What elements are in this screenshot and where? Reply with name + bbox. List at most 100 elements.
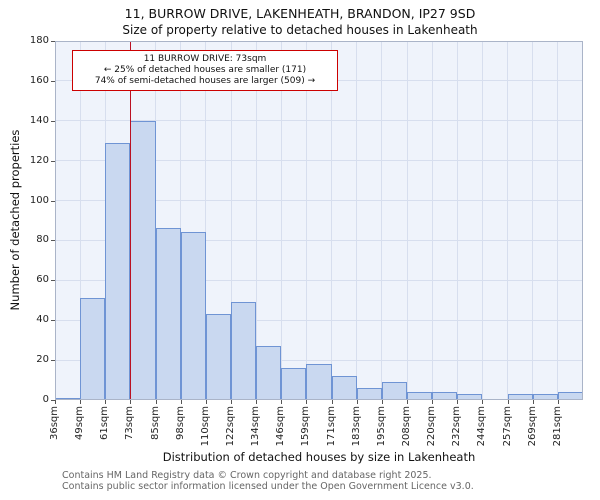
histogram-bar bbox=[180, 232, 206, 400]
histogram-bar bbox=[205, 314, 231, 400]
x-tick-label: 159sqm bbox=[300, 406, 312, 447]
histogram-bar bbox=[507, 394, 533, 400]
x-tick-mark bbox=[80, 400, 82, 404]
histogram-bar bbox=[306, 364, 332, 400]
x-tick-mark bbox=[381, 400, 383, 404]
x-tick-mark bbox=[130, 400, 132, 404]
x-tick-label: 85sqm bbox=[149, 406, 161, 441]
x-tick-label: 232sqm bbox=[451, 406, 463, 447]
x-tick-label: 73sqm bbox=[124, 406, 136, 441]
x-tick-mark bbox=[532, 400, 534, 404]
v-gridline bbox=[507, 41, 509, 400]
y-tick-mark bbox=[51, 320, 55, 322]
v-gridline bbox=[356, 41, 358, 400]
y-tick-mark bbox=[51, 400, 55, 401]
y-tick-label: 20 bbox=[36, 354, 49, 366]
v-gridline bbox=[180, 41, 182, 400]
histogram-bar bbox=[105, 142, 131, 400]
y-tick-mark bbox=[51, 240, 55, 242]
histogram-bar bbox=[432, 392, 458, 400]
histogram-bar bbox=[256, 346, 282, 400]
histogram-bar bbox=[331, 376, 357, 400]
x-tick-label: 183sqm bbox=[350, 406, 362, 447]
v-gridline bbox=[557, 41, 559, 400]
v-gridline bbox=[255, 41, 257, 400]
v-gridline bbox=[481, 41, 483, 400]
histogram-bar bbox=[457, 394, 483, 400]
x-tick-label: 195sqm bbox=[375, 406, 387, 447]
histogram-bar bbox=[407, 392, 433, 400]
y-tick-mark bbox=[51, 360, 55, 362]
annotation-line-3: 74% of semi-detached houses are larger (… bbox=[94, 76, 316, 86]
x-tick-label: 281sqm bbox=[551, 406, 563, 447]
x-tick-label: 36sqm bbox=[49, 406, 60, 441]
y-tick-label: 80 bbox=[36, 234, 49, 246]
y-tick-label: 120 bbox=[29, 154, 49, 166]
x-tick-mark bbox=[105, 400, 107, 404]
x-tick-mark bbox=[155, 400, 157, 404]
y-tick-label: 100 bbox=[29, 194, 49, 206]
x-tick-label: 110sqm bbox=[199, 406, 211, 447]
v-gridline bbox=[305, 41, 307, 400]
x-tick-mark bbox=[256, 400, 258, 404]
x-axis-title: Distribution of detached houses by size … bbox=[162, 450, 476, 464]
x-tick-label: 98sqm bbox=[174, 406, 186, 441]
histogram-bar bbox=[55, 398, 81, 400]
x-tick-label: 257sqm bbox=[501, 406, 513, 447]
x-tick-label: 134sqm bbox=[250, 406, 262, 447]
plot-area bbox=[55, 41, 583, 400]
v-gridline bbox=[456, 41, 458, 400]
v-gridline bbox=[79, 41, 81, 400]
chart-title: 11, BURROW DRIVE, LAKENHEATH, BRANDON, I… bbox=[124, 6, 476, 21]
h-gridline bbox=[55, 279, 583, 281]
y-axis-title: Number of detached properties bbox=[8, 129, 22, 311]
histogram-bar bbox=[155, 228, 181, 400]
y-tick-label: 160 bbox=[29, 74, 49, 86]
h-gridline bbox=[55, 359, 583, 361]
x-tick-label: 269sqm bbox=[526, 406, 538, 447]
attribution-line-2: Contains public sector information licen… bbox=[62, 481, 474, 492]
h-gridline bbox=[55, 160, 583, 162]
v-gridline bbox=[532, 41, 534, 400]
x-tick-label: 244sqm bbox=[476, 406, 488, 447]
histogram-bar bbox=[80, 298, 106, 400]
y-tick-mark bbox=[51, 200, 55, 202]
histogram-bar bbox=[381, 382, 407, 400]
property-size-marker-line bbox=[130, 41, 132, 400]
x-tick-mark bbox=[180, 400, 182, 404]
x-tick-mark bbox=[356, 400, 358, 404]
v-gridline bbox=[205, 41, 207, 400]
histogram-bar bbox=[532, 394, 558, 400]
histogram-bar bbox=[281, 368, 307, 400]
h-gridline bbox=[55, 200, 583, 202]
x-tick-mark bbox=[281, 400, 283, 404]
histogram-bar bbox=[356, 388, 382, 400]
v-gridline bbox=[155, 41, 157, 400]
histogram-bar bbox=[557, 392, 583, 400]
v-gridline bbox=[331, 41, 333, 400]
x-tick-mark bbox=[306, 400, 308, 404]
v-gridline bbox=[280, 41, 282, 400]
h-gridline bbox=[55, 239, 583, 241]
y-tick-label: 180 bbox=[29, 35, 49, 46]
y-tick-mark bbox=[51, 160, 55, 162]
v-gridline bbox=[406, 41, 408, 400]
y-tick-label: 60 bbox=[36, 274, 49, 286]
x-tick-mark bbox=[482, 400, 484, 404]
y-tick-label: 0 bbox=[42, 394, 49, 405]
y-tick-label: 40 bbox=[36, 314, 49, 326]
x-tick-mark bbox=[231, 400, 232, 404]
marker-annotation-box: 11 BURROW DRIVE: 73sqm ← 25% of detached… bbox=[72, 50, 338, 91]
x-tick-mark bbox=[55, 400, 56, 404]
x-tick-mark bbox=[432, 400, 434, 404]
x-tick-label: 171sqm bbox=[325, 406, 337, 447]
v-gridline bbox=[381, 41, 383, 400]
y-tick-mark bbox=[51, 41, 55, 42]
chart-subtitle: Size of property relative to detached ho… bbox=[122, 23, 478, 37]
x-tick-mark bbox=[407, 400, 408, 404]
annotation-line-2: ← 25% of detached houses are smaller (17… bbox=[103, 65, 307, 75]
v-gridline bbox=[431, 41, 433, 400]
x-tick-mark bbox=[331, 400, 333, 404]
x-tick-label: 61sqm bbox=[99, 406, 111, 441]
